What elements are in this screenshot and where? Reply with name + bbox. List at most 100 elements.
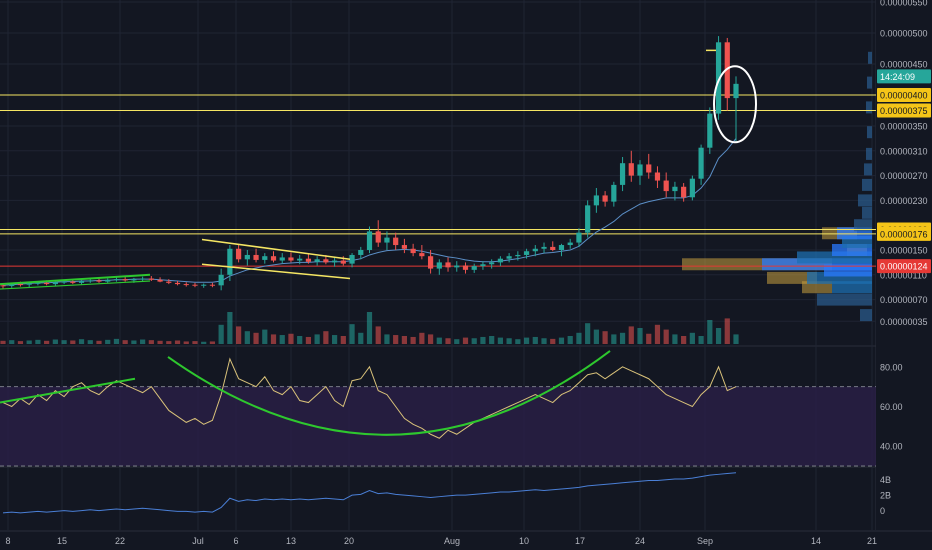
time-tick-label: Jul <box>192 536 204 546</box>
candle-body <box>78 281 85 283</box>
price-tag-label: 0.00000176 <box>880 229 928 239</box>
candle-body <box>122 279 128 281</box>
candle-body <box>480 264 486 267</box>
volume-bar <box>17 341 24 344</box>
candle-body <box>698 147 704 179</box>
volume-bar <box>715 328 722 344</box>
volume-bar <box>78 339 85 344</box>
volume-bar <box>131 340 137 344</box>
candle-body <box>672 186 678 192</box>
rsi-tick-label: 60.00 <box>880 402 903 412</box>
price-tick-label: 0.00000035 <box>880 317 928 327</box>
candle-body <box>375 231 381 243</box>
rsi-tick-label: 40.00 <box>880 442 903 452</box>
candle-body <box>663 180 669 192</box>
volume-bar <box>724 318 730 344</box>
candle-body <box>489 262 495 265</box>
obv-line <box>2 472 737 514</box>
rsi-rounded-bottom-curve <box>167 350 611 436</box>
candle-body <box>366 231 373 250</box>
volume-bar <box>262 329 268 344</box>
volume-bar <box>192 341 198 344</box>
candle-body <box>340 260 346 264</box>
candle-body <box>253 254 259 260</box>
volume-bar <box>506 338 512 344</box>
candle-body <box>715 42 722 114</box>
time-tick-label: 13 <box>286 536 296 546</box>
volume-bar <box>681 336 687 344</box>
price-tick-label: 0.00000070 <box>880 295 928 305</box>
time-tick-label: 15 <box>57 536 67 546</box>
candle-body <box>619 163 626 185</box>
volume-bar <box>270 334 277 344</box>
price-tick-label: 0.00000270 <box>880 171 928 181</box>
candle-body <box>218 274 224 286</box>
volume-profile-bar <box>854 219 872 232</box>
volume-bar <box>410 336 416 344</box>
volume-bar <box>707 320 713 344</box>
time-axis[interactable]: 8 15 22 Jul 6 13 20 Aug 10 17 24 Sep 14 21 <box>0 530 932 550</box>
candle-body <box>506 256 512 259</box>
time-tick-label: Aug <box>444 536 460 546</box>
price-tick-label: 0.00000150 <box>880 246 928 256</box>
volume-bar <box>122 340 128 344</box>
candle-body <box>567 242 573 246</box>
rsi-green-trendline <box>0 377 136 404</box>
candle-body <box>436 262 442 269</box>
price-tick-label: 0.00000230 <box>880 196 928 206</box>
candle-body <box>689 178 695 198</box>
volume-bar <box>9 340 15 344</box>
volume-profile-bar <box>868 51 872 64</box>
green-trendline <box>0 273 151 286</box>
volume-profile-bar <box>817 293 872 306</box>
volume-profile-bar <box>860 309 872 322</box>
volume-bar <box>349 324 355 344</box>
volume-bar <box>637 328 643 344</box>
volume-bar <box>96 340 102 344</box>
candle-body <box>497 258 503 263</box>
candle-body <box>314 259 320 262</box>
volume-bar <box>628 326 634 344</box>
volume-bar <box>105 339 111 344</box>
candle-body <box>35 282 41 284</box>
volume-bar <box>462 337 469 344</box>
volume-bar <box>401 336 408 344</box>
volume-bar <box>672 334 678 344</box>
price-tag <box>877 103 931 118</box>
volume-bar <box>663 329 669 344</box>
volume-bar <box>619 332 626 344</box>
volume-bar <box>393 335 399 344</box>
volume-bar <box>279 335 285 344</box>
time-tick-label: 10 <box>519 536 529 546</box>
volume-profile-bar <box>832 281 872 294</box>
candle-body <box>401 245 408 249</box>
volume-bar <box>471 338 477 344</box>
candle-body <box>140 278 146 280</box>
volume-bar <box>340 336 346 344</box>
candle-body <box>611 184 617 202</box>
candle-body <box>515 254 521 257</box>
candle-body <box>131 279 137 281</box>
volume-bar <box>227 312 233 344</box>
volume-bar <box>454 339 460 344</box>
price-tag-label: 0.00000124 <box>880 262 928 272</box>
volume-profile-bar <box>862 178 872 191</box>
time-tick-label: 17 <box>575 536 585 546</box>
candle-body <box>262 256 268 260</box>
price-axis[interactable]: 0.00000550 0.00000500 0.00000450 0.00000350… <box>876 0 932 550</box>
volume-bar <box>541 338 547 344</box>
user-drawings[interactable] <box>0 49 757 290</box>
rsi-tick-label: 80.00 <box>880 362 903 372</box>
candle-body <box>646 164 652 173</box>
volume-bar <box>35 339 41 344</box>
candle-body <box>44 282 50 285</box>
candle-body <box>0 285 6 287</box>
candle-body <box>270 256 277 261</box>
price-tag <box>877 88 931 102</box>
volume-bar <box>244 331 250 344</box>
volume-profile-bar <box>867 76 872 89</box>
candle-body <box>454 265 460 268</box>
volume-bar <box>218 324 224 344</box>
candle-body <box>541 246 547 249</box>
